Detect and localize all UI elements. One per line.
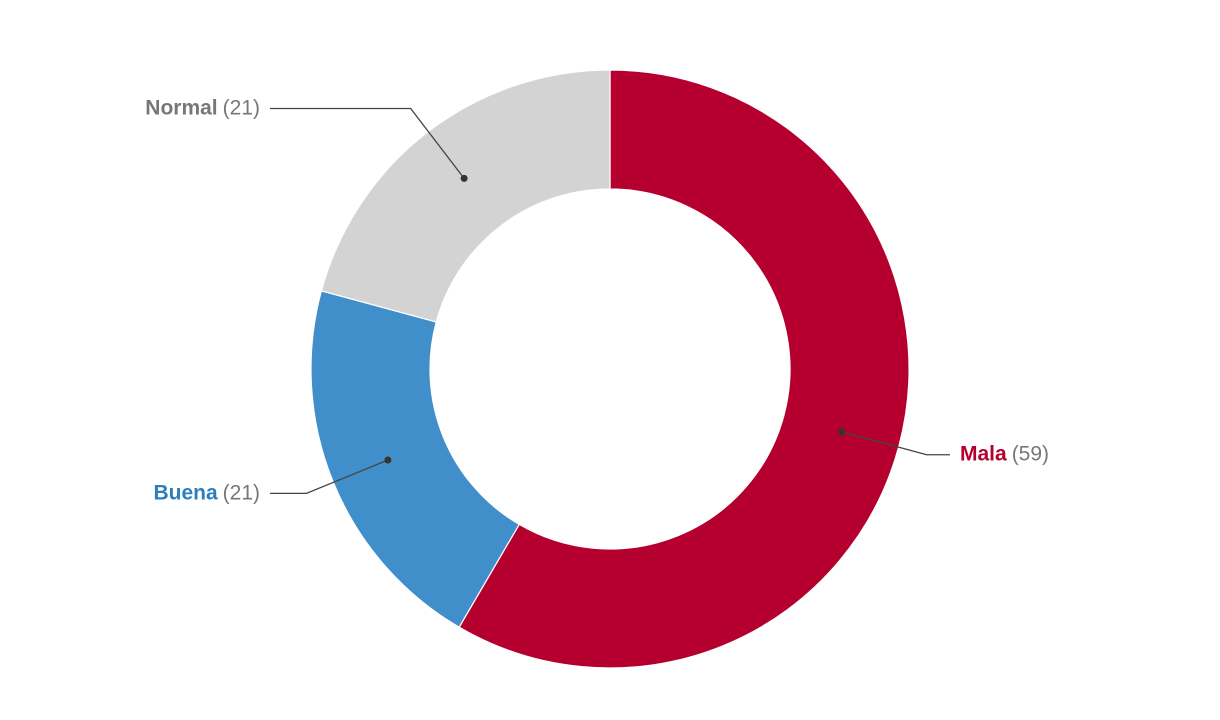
leader-dot <box>384 456 392 464</box>
slice-name: Normal <box>145 96 217 119</box>
leader-line <box>841 431 950 456</box>
donut-slice <box>458 69 910 669</box>
slice-label: Mala (59) <box>960 442 1049 465</box>
slice-name: Mala <box>960 442 1007 465</box>
slice-value: (21) <box>223 481 260 504</box>
slice-value: (59) <box>1012 442 1049 465</box>
leader-line <box>270 459 389 494</box>
slice-value: (21) <box>223 96 260 119</box>
leader-line <box>270 107 465 179</box>
leader-dot <box>460 174 468 182</box>
slice-name: Buena <box>153 481 218 504</box>
slice-label: Buena (21) <box>153 481 260 504</box>
slice-label: Normal (21) <box>145 96 260 119</box>
donut-slice <box>320 69 611 323</box>
donut-slice <box>310 290 521 628</box>
leader-dot <box>838 428 846 436</box>
